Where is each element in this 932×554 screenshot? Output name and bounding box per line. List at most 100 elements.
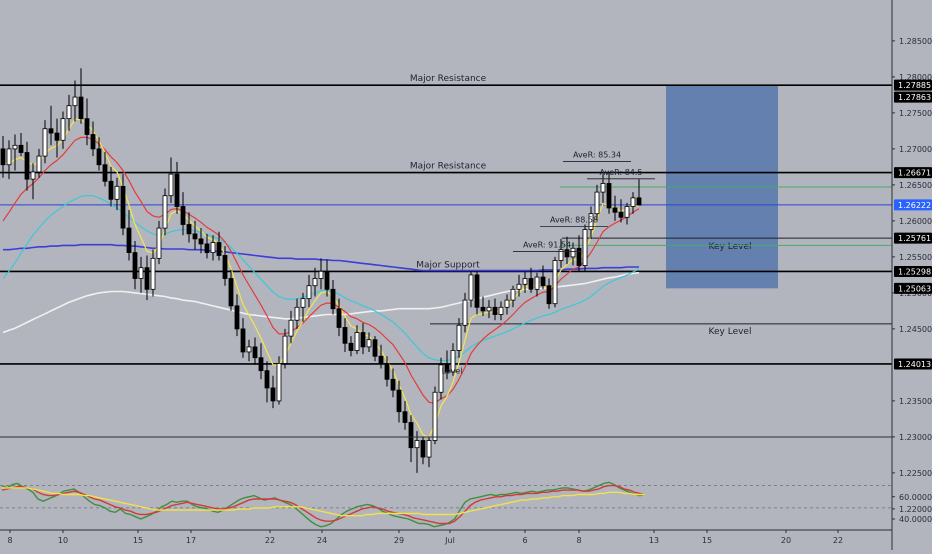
time-tick-label: 22 bbox=[833, 536, 843, 545]
level-label: Major Support bbox=[416, 260, 480, 270]
price-badge-label: 1.25761 bbox=[898, 234, 931, 243]
level-price-badge bbox=[894, 265, 932, 277]
level-label: Major Resistance bbox=[410, 74, 487, 84]
candle-body bbox=[270, 387, 276, 402]
candle-body bbox=[504, 299, 510, 308]
candle-body bbox=[30, 171, 36, 180]
level-price-badge bbox=[894, 232, 932, 244]
price-tick-label: 1.22500 bbox=[899, 469, 932, 478]
price-tick-label: 1.28500 bbox=[899, 37, 932, 46]
annotation-label: AveR: 88.58 bbox=[550, 215, 598, 224]
level-price-badge bbox=[894, 167, 932, 179]
candle-body bbox=[414, 440, 420, 449]
candle-body bbox=[306, 285, 312, 300]
candles-layer bbox=[0, 68, 642, 473]
candle-body bbox=[378, 355, 384, 364]
price-badge-label: 1.27863 bbox=[898, 93, 931, 102]
annotations-layer: AveR: 85.34 AveR: 84.5 AveR: 88.58 AveR: 91… bbox=[441, 151, 655, 376]
candle-body bbox=[180, 206, 186, 225]
candle-body bbox=[246, 346, 252, 353]
candle-body bbox=[252, 346, 258, 359]
candle-body bbox=[72, 96, 78, 107]
candle-body bbox=[42, 128, 48, 157]
candle-body bbox=[204, 243, 210, 253]
candle-body bbox=[372, 339, 378, 357]
candle-body bbox=[132, 252, 138, 279]
candle-body bbox=[210, 242, 216, 253]
price-tick-label: 1.23500 bbox=[899, 397, 932, 406]
candle-body bbox=[318, 270, 324, 279]
candle-body bbox=[468, 274, 474, 301]
candle-body bbox=[294, 306, 300, 321]
time-tick-label: 8 bbox=[7, 536, 12, 545]
candle-body bbox=[120, 185, 126, 229]
price-badge-label: 1.25298 bbox=[898, 267, 931, 276]
time-axis[interactable]: 8 10 15 17 22 24 29 Jul 6 8 13 15 20 22 bbox=[7, 530, 843, 545]
oscillator-line bbox=[1, 481, 646, 528]
candle-body bbox=[516, 283, 522, 290]
candle-body bbox=[264, 370, 270, 389]
candle-body bbox=[540, 276, 546, 287]
time-tick-label: 24 bbox=[317, 536, 327, 545]
candle-body bbox=[96, 148, 102, 166]
key-level-label: Key Level bbox=[709, 242, 752, 252]
candle-body bbox=[168, 173, 174, 197]
candle-body bbox=[588, 213, 594, 230]
candle-body bbox=[432, 391, 438, 441]
candle-body bbox=[234, 305, 240, 330]
candle-body bbox=[258, 357, 264, 372]
candle-body bbox=[78, 96, 84, 120]
price-tick-label: 1.22000 bbox=[899, 505, 932, 514]
oscillator-tick-label: 60.00000 bbox=[899, 493, 932, 502]
candle-body bbox=[276, 363, 282, 402]
moving-average-line bbox=[2, 195, 640, 362]
annotation-label: AveR: 91.54 bbox=[523, 241, 571, 250]
price-tick-label: 1.24500 bbox=[899, 325, 932, 334]
level-label: Major Resistance bbox=[410, 162, 487, 172]
candle-body bbox=[600, 183, 606, 193]
candle-body bbox=[18, 144, 24, 153]
candle-body bbox=[102, 164, 108, 182]
candle-body bbox=[438, 364, 444, 393]
time-tick-label: 29 bbox=[394, 536, 404, 545]
candle-body bbox=[144, 267, 150, 290]
candle-body bbox=[510, 288, 516, 301]
candle-body bbox=[330, 288, 336, 310]
candle-body bbox=[624, 206, 630, 218]
time-tick-label: 8 bbox=[576, 536, 581, 545]
price-tick-label: 1.25500 bbox=[899, 253, 932, 262]
candle-body bbox=[444, 364, 450, 373]
key-level-label: Key Level bbox=[709, 327, 752, 337]
candle-body bbox=[114, 185, 120, 200]
candle-body bbox=[396, 389, 402, 413]
time-tick-label: Jul bbox=[444, 536, 455, 545]
candle-body bbox=[0, 148, 6, 166]
annotation-label: AveR: 84.5 bbox=[599, 168, 642, 177]
candle-body bbox=[480, 306, 486, 312]
candle-body bbox=[546, 285, 552, 305]
candle-body bbox=[198, 238, 204, 245]
price-badge-label: 1.25063 bbox=[898, 284, 931, 293]
candle-body bbox=[450, 350, 456, 373]
candle-body bbox=[630, 197, 636, 207]
time-tick-label: 20 bbox=[781, 536, 791, 545]
candle-body bbox=[474, 274, 480, 308]
candle-body bbox=[90, 134, 96, 150]
current-price-badge bbox=[894, 199, 932, 211]
price-badge-label: 1.26671 bbox=[898, 169, 931, 178]
time-tick-label: 13 bbox=[649, 536, 659, 545]
candle-body bbox=[138, 267, 144, 279]
candle-body bbox=[522, 278, 528, 285]
candle-body bbox=[216, 242, 222, 256]
candle-body bbox=[636, 197, 642, 206]
candle-body bbox=[282, 335, 288, 364]
candle-body bbox=[570, 247, 576, 258]
candle-body bbox=[126, 227, 132, 253]
candle-body bbox=[348, 342, 354, 351]
candle-body bbox=[492, 306, 498, 315]
candle-body bbox=[366, 339, 372, 348]
candle-body bbox=[150, 257, 156, 290]
